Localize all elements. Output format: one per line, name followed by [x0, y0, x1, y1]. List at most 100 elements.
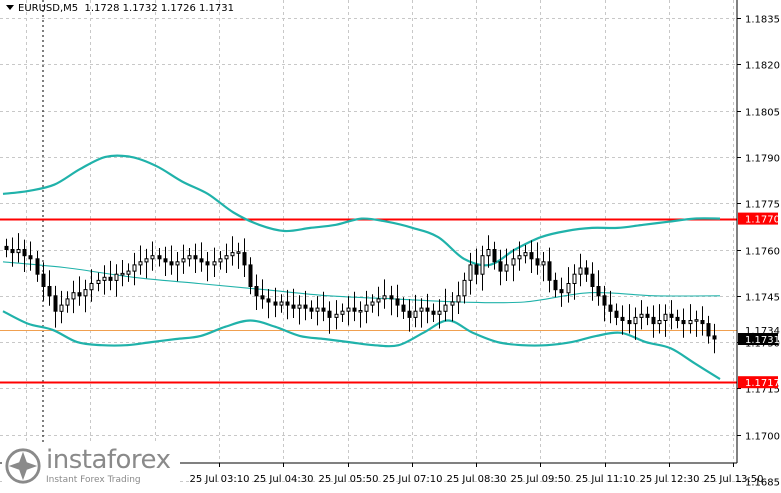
- candle[interactable]: [437, 310, 442, 315]
- candle[interactable]: [517, 255, 522, 260]
- candle[interactable]: [47, 286, 52, 297]
- candle[interactable]: [419, 307, 424, 312]
- candle[interactable]: [395, 298, 400, 306]
- candle[interactable]: [126, 270, 131, 275]
- candle[interactable]: [53, 295, 58, 312]
- candle[interactable]: [254, 286, 259, 297]
- candle[interactable]: [608, 304, 613, 312]
- candle[interactable]: [480, 255, 485, 275]
- candle[interactable]: [413, 310, 418, 318]
- candle[interactable]: [535, 258, 540, 266]
- candle[interactable]: [114, 273, 119, 281]
- candle[interactable]: [132, 264, 137, 272]
- dropdown-triangle-icon[interactable]: [6, 5, 14, 10]
- candle[interactable]: [83, 289, 88, 297]
- candle[interactable]: [138, 261, 143, 266]
- candle[interactable]: [547, 261, 552, 281]
- candle[interactable]: [102, 276, 107, 281]
- candle[interactable]: [669, 313, 674, 318]
- candle[interactable]: [242, 252, 247, 266]
- candle[interactable]: [511, 258, 516, 266]
- candle[interactable]: [346, 307, 351, 312]
- candle[interactable]: [474, 264, 479, 275]
- candle[interactable]: [193, 255, 198, 260]
- candle[interactable]: [150, 255, 155, 260]
- candle[interactable]: [486, 249, 491, 257]
- candle[interactable]: [590, 273, 595, 288]
- candle[interactable]: [572, 273, 577, 285]
- candle[interactable]: [28, 255, 33, 260]
- candle[interactable]: [456, 295, 461, 303]
- candle[interactable]: [596, 286, 601, 297]
- candle[interactable]: [523, 252, 528, 257]
- candle[interactable]: [566, 283, 571, 294]
- candle[interactable]: [187, 255, 192, 260]
- candle[interactable]: [468, 264, 473, 281]
- candle[interactable]: [370, 301, 375, 306]
- candle[interactable]: [462, 279, 467, 297]
- candles[interactable]: [4, 233, 717, 354]
- candle[interactable]: [22, 249, 27, 257]
- candle[interactable]: [205, 261, 210, 266]
- candle[interactable]: [89, 283, 94, 291]
- candle[interactable]: [236, 251, 241, 254]
- candle[interactable]: [291, 304, 296, 309]
- candle[interactable]: [120, 272, 125, 276]
- candle[interactable]: [633, 316, 638, 325]
- candle[interactable]: [248, 264, 253, 287]
- candle[interactable]: [578, 267, 583, 275]
- candle[interactable]: [694, 319, 699, 322]
- candle[interactable]: [59, 304, 64, 312]
- candle[interactable]: [279, 301, 284, 306]
- candle[interactable]: [35, 258, 40, 275]
- candle[interactable]: [157, 255, 162, 260]
- candle[interactable]: [10, 249, 15, 254]
- candle[interactable]: [224, 255, 229, 260]
- candle[interactable]: [443, 304, 448, 312]
- candle[interactable]: [627, 320, 632, 325]
- candle[interactable]: [657, 320, 662, 325]
- candle[interactable]: [492, 249, 497, 263]
- candle[interactable]: [450, 301, 455, 306]
- candle[interactable]: [303, 304, 308, 309]
- candle[interactable]: [181, 258, 186, 263]
- candle[interactable]: [675, 316, 680, 321]
- candle[interactable]: [651, 316, 656, 325]
- candle[interactable]: [309, 307, 314, 312]
- candle[interactable]: [266, 298, 271, 303]
- candle[interactable]: [199, 258, 204, 263]
- candle[interactable]: [175, 261, 180, 266]
- candle[interactable]: [108, 276, 113, 281]
- candle[interactable]: [529, 252, 534, 260]
- candle[interactable]: [645, 313, 650, 318]
- candle[interactable]: [352, 307, 357, 312]
- candle[interactable]: [401, 304, 406, 312]
- candle[interactable]: [541, 261, 546, 266]
- candle[interactable]: [297, 304, 302, 309]
- candle[interactable]: [584, 267, 589, 275]
- candle[interactable]: [389, 295, 394, 300]
- candle[interactable]: [212, 261, 217, 266]
- candle[interactable]: [358, 310, 363, 313]
- candle[interactable]: [382, 295, 387, 300]
- candle[interactable]: [602, 295, 607, 306]
- candle[interactable]: [77, 292, 82, 297]
- candle[interactable]: [364, 304, 369, 312]
- candle[interactable]: [327, 310, 332, 318]
- candle[interactable]: [273, 301, 278, 306]
- candle[interactable]: [163, 258, 168, 263]
- candle[interactable]: [65, 298, 70, 306]
- candle[interactable]: [663, 313, 668, 321]
- candle[interactable]: [285, 301, 290, 306]
- candle[interactable]: [16, 249, 21, 254]
- candle[interactable]: [504, 264, 509, 272]
- candle[interactable]: [706, 323, 711, 337]
- candle[interactable]: [144, 258, 149, 263]
- candle[interactable]: [498, 261, 503, 272]
- candle[interactable]: [376, 298, 381, 303]
- candle[interactable]: [688, 320, 693, 325]
- candle[interactable]: [614, 310, 619, 318]
- candle[interactable]: [218, 258, 223, 263]
- candle[interactable]: [230, 252, 235, 257]
